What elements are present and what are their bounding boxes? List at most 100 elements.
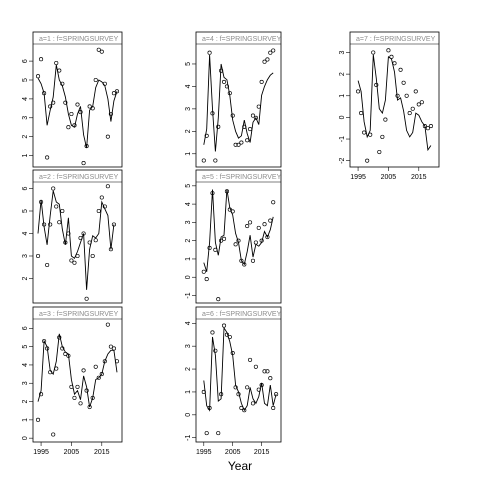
x-tick-label: 1995: [196, 449, 212, 456]
y-tick-label: 0: [22, 436, 29, 440]
observed-point: [250, 113, 256, 118]
y-tick-label: 5: [185, 62, 192, 66]
observed-point: [90, 395, 95, 400]
observed-point: [227, 207, 232, 212]
observed-point: [93, 238, 98, 243]
observed-point: [72, 123, 77, 128]
x-tick-label: 2015: [94, 449, 110, 456]
y-tick-label: -1: [185, 434, 192, 440]
x-tick-label: 2005: [225, 449, 241, 456]
observed-point: [250, 401, 256, 406]
observed-point: [69, 384, 74, 389]
observed-point: [233, 142, 238, 147]
observed-point: [239, 140, 244, 145]
observed-point: [428, 124, 433, 129]
observed-point: [108, 344, 113, 349]
observed-point: [114, 89, 120, 94]
y-tick-label: 0: [185, 275, 192, 279]
observed-point: [224, 332, 229, 337]
observed-point: [216, 297, 221, 302]
observed-point: [221, 323, 227, 328]
observed-point: [389, 54, 394, 59]
y-tick-label: 3: [339, 50, 346, 54]
observed-point: [274, 392, 279, 397]
observed-point: [66, 353, 71, 358]
observed-point: [386, 48, 391, 53]
observed-point: [90, 106, 95, 111]
observed-point: [72, 395, 77, 400]
observed-point: [256, 225, 261, 230]
observed-point: [84, 144, 89, 149]
observed-point: [236, 392, 241, 397]
strip-label: a=7 : f=SPRINGSURVEY: [356, 36, 436, 43]
x-tick-label: 1995: [350, 174, 366, 181]
observed-point: [233, 385, 238, 390]
observed-point: [227, 334, 232, 340]
observed-point: [404, 93, 409, 98]
observed-point: [371, 50, 376, 55]
observed-point: [35, 253, 41, 259]
y-tick-label: 1: [339, 94, 346, 98]
y-tick-label: 0: [339, 115, 346, 119]
strip-label: a=4 : f=SPRINGSURVEY: [202, 36, 282, 43]
observed-point: [221, 79, 227, 84]
observed-point: [362, 130, 367, 135]
observed-point: [35, 417, 41, 422]
fitted-series-line: [357, 54, 432, 152]
observed-point: [207, 50, 212, 55]
observed-point: [262, 369, 267, 374]
y-tick-label: 6: [22, 326, 29, 330]
observed-point: [102, 81, 107, 86]
observed-point: [102, 359, 107, 364]
observed-point: [368, 132, 373, 137]
observed-point: [42, 222, 47, 227]
observed-point: [51, 186, 56, 191]
observed-point: [60, 81, 65, 86]
observed-point: [265, 234, 270, 240]
observed-point: [75, 384, 80, 389]
observed-point: [63, 240, 68, 245]
x-tick-label: 2015: [411, 174, 427, 181]
observed-point: [111, 91, 116, 96]
observed-point: [248, 220, 253, 225]
observed-point: [39, 199, 44, 205]
y-tick-label: -1: [339, 136, 346, 142]
observed-point: [213, 348, 218, 353]
observed-point: [204, 431, 209, 436]
y-tick-label: 3: [185, 344, 192, 348]
y-tick-label: 2: [22, 400, 29, 404]
y-tick-label: 0: [185, 413, 192, 417]
observed-point: [99, 195, 104, 200]
observed-point: [259, 238, 264, 243]
observed-point: [81, 368, 86, 373]
observed-point: [377, 149, 382, 155]
observed-point: [42, 339, 47, 344]
observed-point: [102, 204, 107, 209]
observed-point: [39, 57, 44, 62]
observed-point: [356, 89, 361, 94]
observed-point: [42, 91, 47, 96]
observed-point: [57, 220, 62, 225]
observed-point: [45, 262, 50, 268]
observed-point: [268, 376, 273, 381]
observed-point: [268, 218, 273, 223]
observed-point: [262, 222, 267, 227]
observed-point: [265, 57, 270, 62]
y-tick-label: 2: [22, 276, 29, 280]
observed-point: [66, 231, 71, 236]
observed-point: [224, 84, 229, 89]
y-tick-label: 3: [22, 254, 29, 258]
strip-label: a=3 : f=SPRINGSURVEY: [39, 311, 119, 318]
observed-point: [48, 222, 53, 227]
observed-point: [35, 74, 41, 79]
panel-frame: [195, 169, 282, 304]
observed-point: [395, 93, 400, 98]
y-tick-label: 2: [185, 367, 192, 371]
observed-point: [425, 126, 430, 131]
observed-point: [81, 231, 86, 236]
observed-point: [105, 184, 110, 189]
fitted-series-line: [203, 326, 277, 412]
observed-point: [51, 432, 56, 437]
observed-point: [60, 346, 65, 351]
